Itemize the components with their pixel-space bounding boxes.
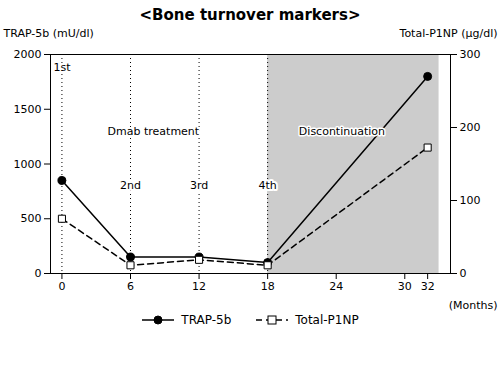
svg-text:300: 300 [460,48,481,61]
html-text:<Bone turnover markers>: <Bone turnover markers> [139,6,361,24]
svg-text:TRAP-5b (mU/dl): TRAP-5b (mU/dl) [3,27,94,40]
svg-text:24: 24 [329,280,343,293]
svg-text:200: 200 [460,121,481,134]
svg-text:1000: 1000 [14,158,42,171]
svg-text:32: 32 [421,280,435,293]
svg-text:1st: 1st [53,61,71,74]
svg-text:18: 18 [261,280,275,293]
svg-text:Dmab treatment: Dmab treatment [108,125,200,138]
svg-text:(Months): (Months) [449,299,498,312]
svg-text:3rd: 3rd [190,179,208,192]
html-text:TRAP-5b: TRAP-5b [181,313,232,327]
svg-text:12: 12 [192,280,206,293]
svg-text:Total-P1NP (μg/dl): Total-P1NP (μg/dl) [399,27,498,40]
svg-text:2nd: 2nd [120,179,141,192]
svg-text:0: 0 [460,267,467,280]
html-text:Total-P1NP: Total-P1NP [295,313,359,327]
svg-text:30: 30 [398,280,412,293]
svg-text:0: 0 [58,280,65,293]
svg-text:4th: 4th [258,179,276,192]
svg-text:Discontinuation: Discontinuation [299,125,385,138]
svg-text:2000: 2000 [14,48,42,61]
svg-text:0: 0 [35,267,42,280]
svg-text:100: 100 [460,194,481,207]
svg-text:6: 6 [127,280,134,293]
svg-text:500: 500 [21,212,42,225]
svg-text:1500: 1500 [14,103,42,116]
